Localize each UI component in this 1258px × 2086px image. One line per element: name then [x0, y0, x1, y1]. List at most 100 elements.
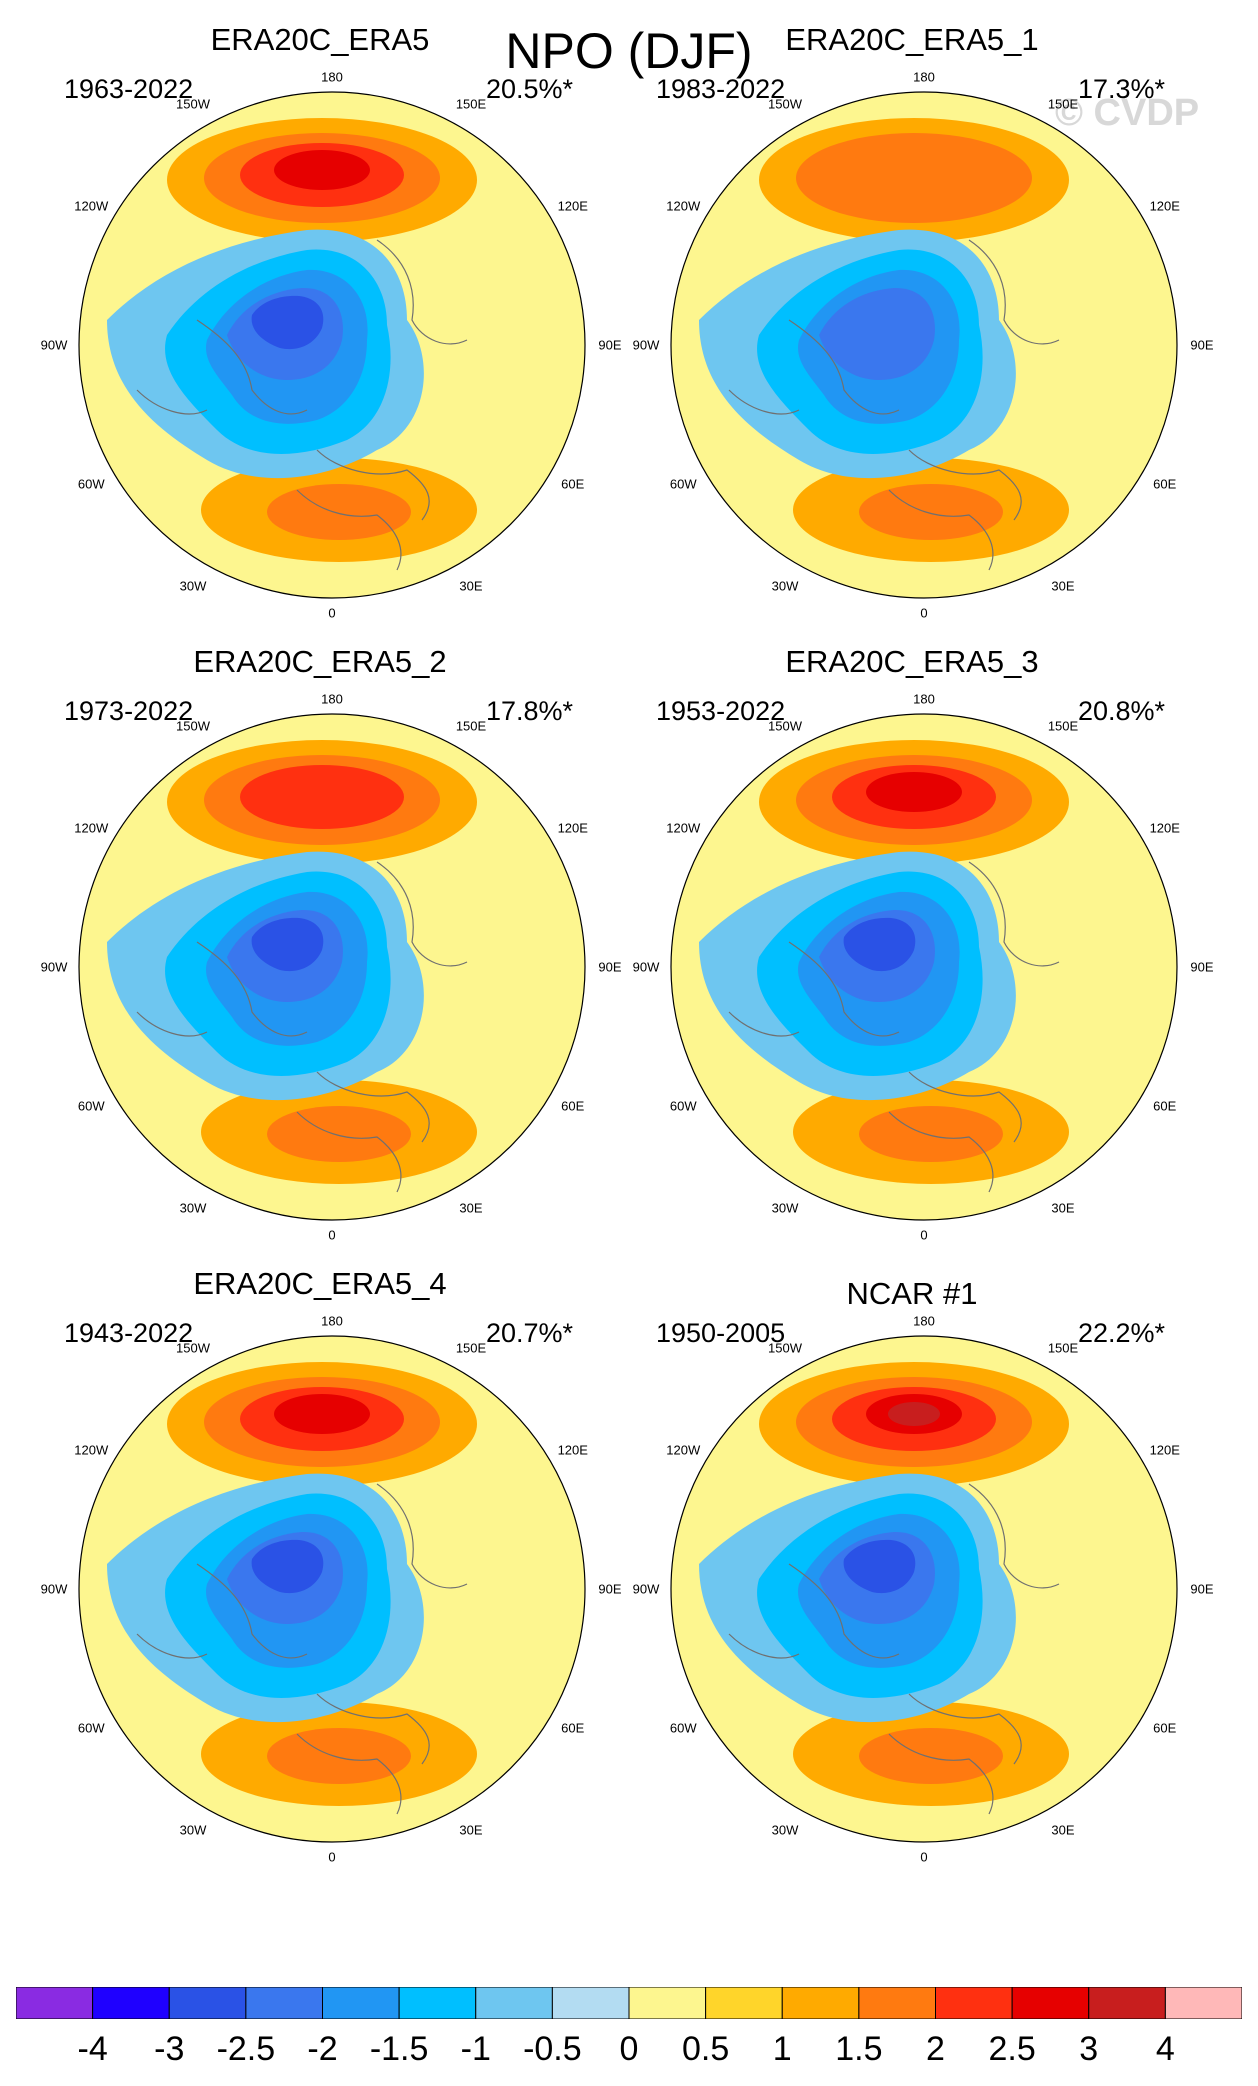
coastline [136, 1633, 208, 1659]
longitude-label: 120E [557, 820, 588, 836]
coastline [376, 239, 468, 345]
longitude-label: 60W [77, 1098, 105, 1114]
panel-variance: 20.8%* [1078, 696, 1166, 726]
longitude-label: 150W [768, 96, 802, 112]
longitude-label: 0 [328, 1227, 336, 1243]
colorbar-tick-label: -4 [77, 2030, 108, 2068]
colorbar-tick-label: -2 [307, 2030, 338, 2068]
map-border [78, 713, 586, 1221]
panel-variance: 20.5%* [486, 74, 574, 104]
arctic-low-contour [251, 917, 324, 972]
panel-title: NCAR #1 [846, 1276, 978, 1311]
longitude-label: 180 [913, 69, 935, 85]
longitude-label: 120W [666, 1442, 701, 1458]
coastline [788, 319, 900, 415]
colorbar-box [475, 1987, 553, 2019]
arctic-low-contour [251, 1539, 324, 1594]
coastline [968, 239, 1060, 345]
longitude-label: 120W [74, 820, 109, 836]
longitude-label: 30W [179, 578, 207, 594]
map-border [670, 713, 1178, 1221]
map-panel: ERA20C_ERA5_3 1953-2022 20.8%* 180 150E 120E 9… [612, 644, 1214, 1264]
longitude-label: 120E [1149, 820, 1180, 836]
longitude-label: 30E [459, 1822, 483, 1838]
longitude-label: 60E [561, 476, 585, 492]
cvdp-watermark: © CVDP [1055, 92, 1200, 134]
coastline [316, 449, 430, 521]
longitude-label: 180 [913, 1313, 935, 1329]
longitude-label: 180 [321, 69, 343, 85]
longitude-label: 30E [459, 1200, 483, 1216]
map-panel: ERA20C_ERA5_1 1983-2022 17.3%* 180 150E 120E 9… [612, 22, 1214, 642]
longitude-label: 30W [771, 1822, 799, 1838]
colorbar-tick-label: 0.5 [681, 2030, 730, 2068]
longitude-label: 30W [771, 1200, 799, 1216]
longitude-label: 90W [40, 959, 68, 975]
colorbar-tick-label: -2.5 [216, 2030, 276, 2068]
longitude-label: 150W [176, 1340, 210, 1356]
map-panel: ERA20C_ERA5 1963-2022 20.5%* 180 150E 120E 90E… [20, 22, 622, 642]
coastline [908, 1071, 1022, 1143]
colorbar-tick-label: 1.5 [835, 2030, 883, 2068]
longitude-label: 120W [74, 198, 109, 214]
polar-map [670, 91, 1178, 599]
pacific-high-contour [274, 150, 370, 190]
coastline [316, 1071, 430, 1143]
longitude-label: 120E [557, 198, 588, 214]
panel-title: ERA20C_ERA5_4 [193, 1266, 447, 1301]
panel-period: 1953-2022 [656, 696, 786, 726]
panel-title: ERA20C_ERA5_3 [785, 644, 1039, 679]
colorbar-tick-label: -3 [154, 2030, 185, 2068]
map-border [670, 91, 1178, 599]
map-panel: ERA20C_ERA5_2 1973-2022 17.8%* 180 150E 120E 9… [20, 644, 622, 1264]
longitude-label: 30E [459, 578, 483, 594]
longitude-label: 90E [598, 1581, 622, 1597]
panel-title: ERA20C_ERA5_1 [785, 22, 1039, 57]
colorbar-tick-label: -1.5 [369, 2030, 429, 2068]
panel-period: 1950-2005 [656, 1318, 786, 1348]
coastline [788, 941, 900, 1037]
colorbar-box [781, 1987, 860, 2019]
longitude-label: 30W [771, 578, 799, 594]
longitude-label: 90W [632, 959, 660, 975]
coastline [296, 1111, 402, 1193]
coastline [136, 1011, 208, 1037]
colorbar-box [245, 1987, 323, 2019]
panel-period: 1943-2022 [64, 1318, 194, 1348]
panel-title: ERA20C_ERA5 [210, 22, 430, 57]
pacific-high-contour [796, 133, 1032, 223]
panel-period: 1983-2022 [656, 74, 786, 104]
coastline [888, 1111, 994, 1193]
colorbar-tick-label: -1 [460, 2030, 491, 2068]
map-panel: ERA20C_ERA5_4 1943-2022 20.7%* 180 150E 120E 9… [20, 1266, 622, 1886]
longitude-label: 30W [179, 1200, 207, 1216]
mediterranean-high-contour [859, 1106, 1003, 1162]
panel-variance: 17.8%* [486, 696, 574, 726]
longitude-label: 60W [669, 476, 697, 492]
coastline [728, 1633, 800, 1659]
coastline [196, 1563, 308, 1659]
longitude-label: 90E [1190, 1581, 1214, 1597]
colorbar-box [16, 1987, 94, 2019]
colorbar-box [705, 1987, 783, 2019]
pacific-high-contour [866, 772, 962, 812]
colorbar-tick-label: 0 [619, 2030, 639, 2068]
map-border [78, 1335, 586, 1843]
coastline [788, 1563, 900, 1659]
figure-title: NPO (DJF) [505, 23, 753, 79]
coastline [196, 319, 308, 415]
colorbar-box [398, 1987, 477, 2019]
longitude-label: 60W [669, 1098, 697, 1114]
coastline [968, 1483, 1060, 1589]
longitude-label: 90E [1190, 337, 1214, 353]
colorbar-box [92, 1987, 170, 2019]
mediterranean-high-contour [267, 484, 411, 540]
coastline [376, 861, 468, 967]
longitude-label: 150E [455, 1340, 487, 1356]
longitude-label: 0 [920, 1849, 928, 1865]
colorbar-tick-label: -0.5 [523, 2030, 582, 2068]
coastline [376, 1483, 468, 1589]
longitude-label: 0 [328, 605, 336, 621]
longitude-label: 60W [77, 476, 105, 492]
longitude-label: 120E [1149, 1442, 1180, 1458]
